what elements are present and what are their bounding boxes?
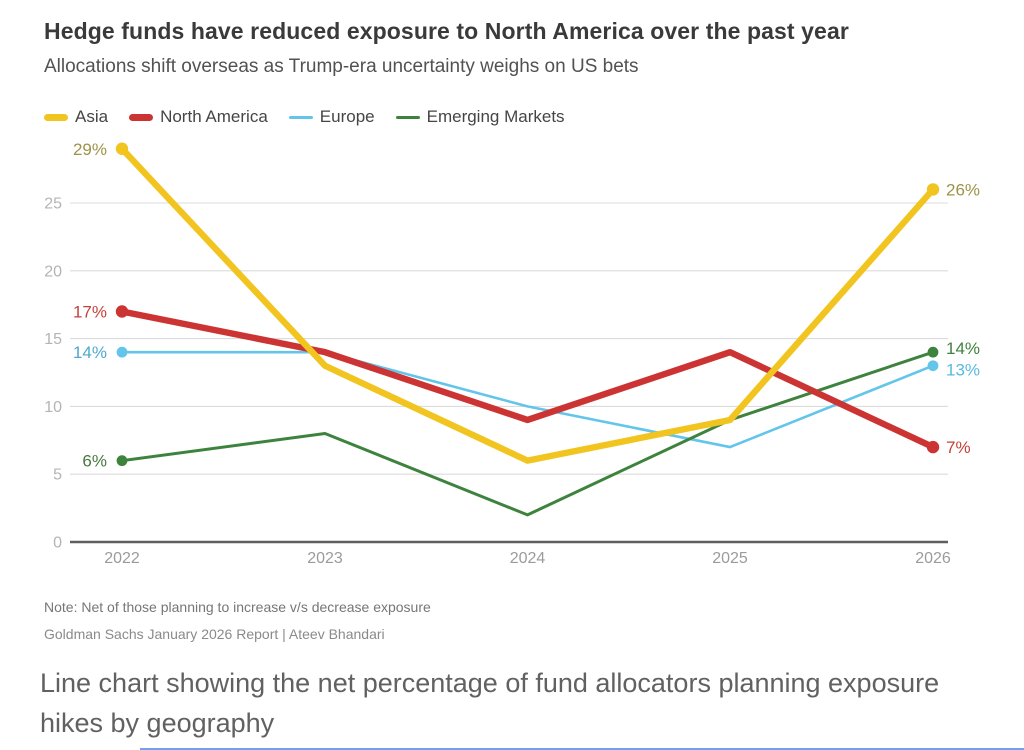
y-tick-label: 15 (44, 331, 62, 348)
legend-swatch (44, 113, 68, 121)
legend-swatch (288, 115, 313, 119)
series-line-asia (118, 145, 937, 464)
chart-subtitle: Allocations shift overseas as Trump-era … (44, 56, 639, 77)
end-value-label: 13% (946, 361, 980, 380)
y-tick-label: 10 (44, 399, 62, 416)
start-value-label: 14% (73, 343, 107, 362)
chart-title: Hedge funds have reduced exposure to Nor… (44, 18, 849, 44)
chart-note: Note: Net of those planning to increase … (44, 599, 431, 615)
series-end-dot (926, 183, 940, 196)
x-tick-label: 2026 (915, 550, 951, 567)
series-start-dot (116, 455, 128, 467)
chart-caption: Line chart showing the net percentage of… (40, 668, 940, 738)
series-end-dot (927, 346, 939, 358)
series-line-emerging-markets (120, 350, 935, 517)
series-start-dot (115, 305, 129, 318)
series-line-europe (120, 350, 935, 449)
start-value-label: 29% (73, 140, 107, 159)
legend-item-emerging-markets: Emerging Markets (395, 107, 565, 127)
legend-label: North America (160, 107, 268, 126)
legend-item-north-america: North America (129, 107, 268, 127)
series-end-dot (927, 360, 939, 372)
end-value-label: 7% (946, 438, 971, 457)
legend-label: Europe (319, 107, 375, 126)
bottom-divider (140, 748, 1024, 750)
legend-item-europe: Europe (288, 107, 375, 127)
legend-label: Emerging Markets (426, 107, 565, 126)
y-tick-label: 0 (53, 535, 62, 552)
y-tick-label: 20 (44, 263, 62, 280)
legend-label: Asia (75, 107, 109, 126)
legend-swatch (129, 113, 154, 121)
x-tick-label: 2022 (104, 550, 140, 567)
x-tick-label: 2024 (510, 550, 546, 567)
start-value-label: 6% (82, 452, 107, 471)
series-line-north-america (118, 308, 937, 451)
chart-source: Goldman Sachs January 2026 Report | Atee… (44, 626, 385, 642)
legend-item-asia: Asia (44, 107, 108, 127)
series-start-dot (115, 142, 129, 155)
start-value-label: 17% (73, 302, 107, 321)
y-tick-label: 5 (53, 467, 62, 484)
chart-legend: Asia North America Europe Emerging Markets (44, 104, 565, 130)
legend-swatch (395, 115, 420, 119)
end-value-label: 14% (946, 339, 980, 358)
series-start-dot (116, 346, 128, 358)
x-tick-label: 2025 (712, 550, 748, 567)
end-value-label: 26% (946, 180, 980, 199)
y-tick-label: 25 (44, 196, 62, 213)
x-tick-label: 2023 (307, 550, 343, 567)
series-end-dot (926, 440, 940, 454)
